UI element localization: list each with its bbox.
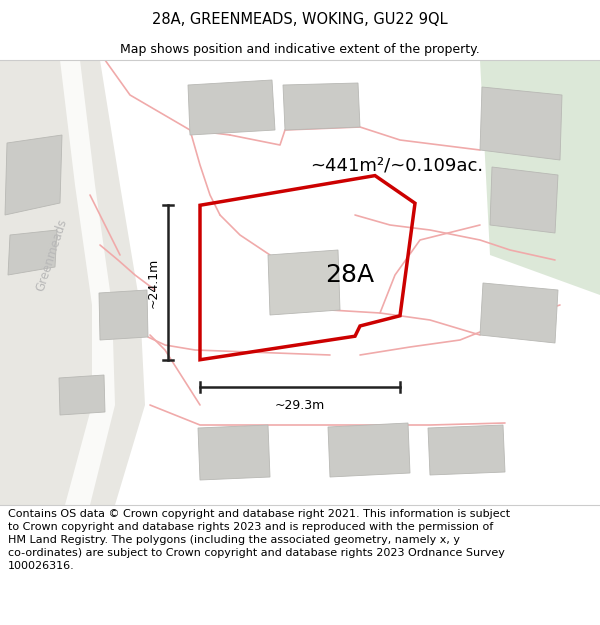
Text: ~29.3m: ~29.3m <box>275 399 325 412</box>
Polygon shape <box>428 425 505 475</box>
Polygon shape <box>99 290 148 340</box>
Polygon shape <box>283 83 360 130</box>
Polygon shape <box>188 80 275 135</box>
Polygon shape <box>30 60 115 505</box>
Polygon shape <box>480 87 562 160</box>
Polygon shape <box>8 230 57 275</box>
Text: 28A: 28A <box>325 262 374 286</box>
Polygon shape <box>490 167 558 233</box>
Text: Map shows position and indicative extent of the property.: Map shows position and indicative extent… <box>120 42 480 56</box>
Polygon shape <box>5 135 62 215</box>
Polygon shape <box>328 423 410 477</box>
Text: ~441m²/~0.109ac.: ~441m²/~0.109ac. <box>310 156 483 174</box>
Polygon shape <box>480 60 600 295</box>
Text: Greenmeads: Greenmeads <box>34 217 70 293</box>
Polygon shape <box>59 375 105 415</box>
Polygon shape <box>268 250 340 315</box>
Text: ~24.1m: ~24.1m <box>147 258 160 308</box>
Polygon shape <box>198 425 270 480</box>
Polygon shape <box>480 283 558 343</box>
Text: 28A, GREENMEADS, WOKING, GU22 9QL: 28A, GREENMEADS, WOKING, GU22 9QL <box>152 12 448 27</box>
Text: Contains OS data © Crown copyright and database right 2021. This information is : Contains OS data © Crown copyright and d… <box>8 509 510 571</box>
Polygon shape <box>0 60 145 505</box>
